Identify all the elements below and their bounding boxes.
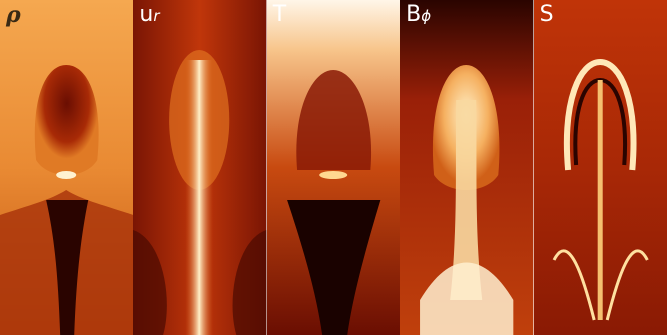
label-S: S <box>539 2 554 27</box>
rho-plume-image <box>0 0 134 335</box>
Bphi-plume-image <box>400 0 534 335</box>
ur-plume-image <box>133 0 267 335</box>
T-plume-image <box>266 0 401 335</box>
S-plume-image <box>533 0 667 335</box>
label-Bphi: Bϕ <box>406 2 432 27</box>
panel-T: T <box>266 0 401 335</box>
panel-ur: ur <box>133 0 267 335</box>
panel-rho: ρ <box>0 0 134 335</box>
label-T: T <box>272 2 287 27</box>
label-ur: ur <box>139 2 160 27</box>
panel-S: S <box>533 0 667 335</box>
label-rho: ρ <box>6 2 21 28</box>
panel-Bphi: Bϕ <box>400 0 534 335</box>
